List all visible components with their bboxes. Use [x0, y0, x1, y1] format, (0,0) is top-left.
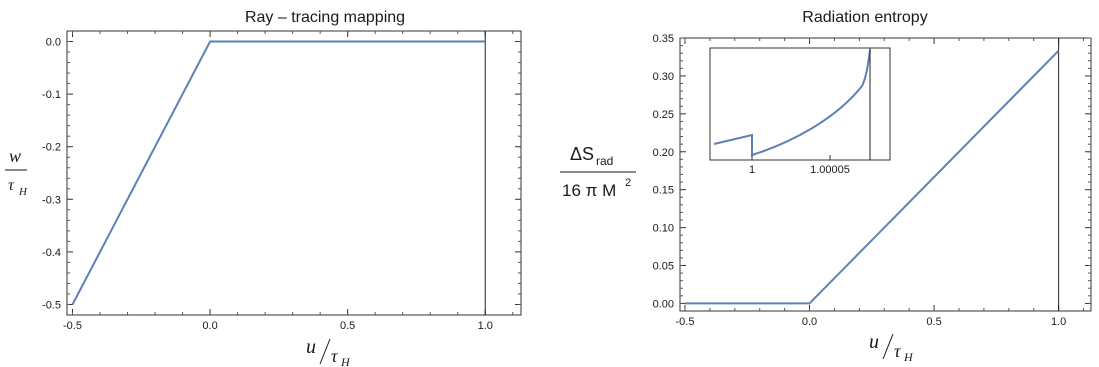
- series-line: [71, 40, 486, 305]
- x-label-denominator-sub: H: [340, 355, 351, 367]
- x-tick-label: 1.0: [1051, 316, 1066, 328]
- y-axis-label: ΔS rad 16 π M 2: [560, 144, 636, 200]
- plot-frame: [66, 30, 522, 316]
- y-label-denominator: τ: [8, 177, 15, 194]
- x-tick-labels: -0.5 0.0 0.5 1.0: [675, 316, 1066, 328]
- y-tick-label: 0.25: [653, 109, 674, 121]
- inset-series-line: [713, 49, 871, 157]
- inset-plot: 1 1.00005: [709, 47, 891, 176]
- y-tick-label: 0.0: [46, 37, 61, 49]
- y-label-denominator-sub: H: [18, 186, 28, 198]
- x-label-denominator-sub: H: [903, 350, 914, 364]
- y-tick-labels: 0.0 -0.1 -0.2 -0.3 -0.4 -0.5: [42, 37, 61, 312]
- x-tick-label: 0.0: [802, 316, 817, 328]
- y-label-denominator: 16 π M: [562, 181, 616, 200]
- chart-title: Ray – tracing mapping: [245, 9, 405, 26]
- y-axis-label: w τ H: [5, 146, 28, 198]
- x-label-numerator: u: [869, 331, 879, 353]
- x-tick-label: 1.0: [478, 320, 493, 332]
- y-label-numerator-sub: rad: [596, 154, 613, 168]
- inset-frame: [709, 47, 891, 161]
- x-tick-label: 0.5: [926, 316, 941, 328]
- x-label-denominator: τ: [331, 346, 338, 366]
- y-tick-labels: 0.00 0.05 0.10 0.15 0.20 0.25 0.30 0.35: [653, 33, 674, 310]
- y-tick-label: 0.20: [653, 147, 674, 159]
- y-tick-label: 0.15: [653, 185, 674, 197]
- y-tick-label: 0.10: [653, 223, 674, 235]
- slash: [882, 333, 894, 360]
- x-label-numerator: u: [306, 336, 316, 358]
- x-tick-label: 0.0: [202, 320, 217, 332]
- y-tick-label: 0.00: [653, 298, 674, 310]
- inset-x-tick-label: 1: [749, 164, 755, 176]
- y-label-numerator: ΔS: [570, 144, 594, 164]
- chart-title: Radiation entropy: [802, 9, 927, 26]
- series-line: [684, 49, 1060, 305]
- y-label-denominator-sup: 2: [625, 177, 631, 189]
- y-tick-label: -0.3: [42, 194, 61, 206]
- x-label-denominator: τ: [894, 341, 901, 361]
- x-tick-label: -0.5: [63, 320, 82, 332]
- y-tick-label: -0.2: [42, 142, 61, 154]
- y-tick-label: -0.1: [42, 89, 61, 101]
- inset-x-tick-label: 1.00005: [810, 164, 850, 176]
- radiation-entropy-chart: Radiation entropy -0.5 0.0 0.5 1.0 0.00 0.05…: [560, 9, 1092, 364]
- ray-tracing-chart: Ray – tracing mapping -0.5 0.0 0.5 1.0 0.0-…: [5, 9, 522, 367]
- y-tick-label: 0.30: [653, 71, 674, 83]
- x-axis-label: u τ H: [306, 336, 351, 367]
- x-tick-label: 0.5: [340, 320, 355, 332]
- x-axis-label: u τ H: [869, 331, 914, 364]
- y-tick-label: 0.35: [653, 33, 674, 45]
- x-tick-label: -0.5: [675, 316, 694, 328]
- slash: [319, 338, 331, 365]
- y-tick-label: -0.5: [42, 299, 61, 311]
- y-label-numerator: w: [9, 146, 21, 166]
- x-tick-labels: -0.5 0.0 0.5 1.0: [63, 320, 493, 332]
- y-tick-label: -0.4: [42, 247, 61, 259]
- y-tick-label: 0.05: [653, 261, 674, 273]
- axis-ticks: [67, 31, 521, 315]
